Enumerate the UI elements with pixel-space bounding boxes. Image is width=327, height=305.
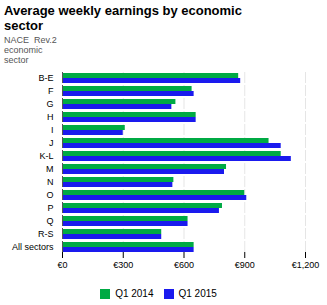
svg-text:J: J bbox=[49, 138, 54, 148]
svg-text:F: F bbox=[48, 86, 54, 96]
svg-text:O: O bbox=[46, 190, 53, 200]
html-text:Average weekly earnings by eco: Average weekly earnings by economic sect… bbox=[4, 3, 242, 33]
svg-text:€900: €900 bbox=[235, 260, 255, 270]
svg-text:€600: €600 bbox=[174, 260, 194, 270]
svg-text:Q: Q bbox=[46, 216, 53, 226]
svg-text:M: M bbox=[46, 164, 54, 174]
html-text:Q1 2015: Q1 2015 bbox=[178, 288, 217, 299]
svg-text:B-E: B-E bbox=[38, 73, 53, 83]
svg-text:I: I bbox=[51, 125, 54, 135]
svg-text:R-S: R-S bbox=[38, 229, 54, 239]
svg-text:N: N bbox=[47, 177, 54, 187]
html-text:NACE Rev.2 economic sector: NACE Rev.2 economic sector bbox=[4, 35, 57, 65]
svg-text:P: P bbox=[47, 203, 53, 213]
svg-text:€1,200: €1,200 bbox=[292, 260, 320, 270]
svg-text:All sectors: All sectors bbox=[12, 242, 54, 252]
svg-text:K-L: K-L bbox=[39, 151, 53, 161]
html-text:Q1 2014: Q1 2014 bbox=[115, 288, 154, 299]
svg-text:H: H bbox=[47, 112, 54, 122]
svg-text:G: G bbox=[46, 99, 53, 109]
svg-text:€0: €0 bbox=[57, 260, 67, 270]
svg-text:€300: €300 bbox=[113, 260, 133, 270]
